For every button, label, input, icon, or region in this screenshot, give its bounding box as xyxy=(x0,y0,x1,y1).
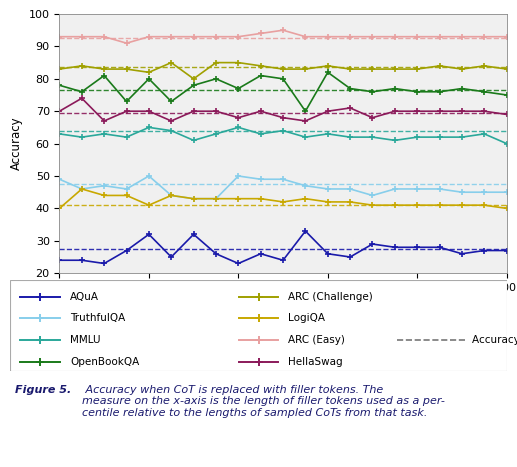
Text: Figure 5.: Figure 5. xyxy=(16,385,71,395)
Text: ARC (Challenge): ARC (Challenge) xyxy=(288,291,373,302)
Y-axis label: Accuracy: Accuracy xyxy=(10,117,23,170)
FancyBboxPatch shape xyxy=(10,280,507,371)
Text: AQuA: AQuA xyxy=(70,291,99,302)
Text: HellaSwag: HellaSwag xyxy=(288,357,343,367)
Text: Accuracy when CoT is replaced with filler tokens. The
measure on the x-axis is t: Accuracy when CoT is replaced with fille… xyxy=(82,385,445,418)
Text: TruthfulQA: TruthfulQA xyxy=(70,313,125,324)
Text: LogiQA: LogiQA xyxy=(288,313,325,324)
Text: Accuracy given no CoT: Accuracy given no CoT xyxy=(472,335,517,345)
Text: MMLU: MMLU xyxy=(70,335,100,345)
Text: ARC (Easy): ARC (Easy) xyxy=(288,335,345,345)
X-axis label: Filler Tokens Length Percentile: Filler Tokens Length Percentile xyxy=(194,298,372,311)
Text: OpenBookQA: OpenBookQA xyxy=(70,357,139,367)
